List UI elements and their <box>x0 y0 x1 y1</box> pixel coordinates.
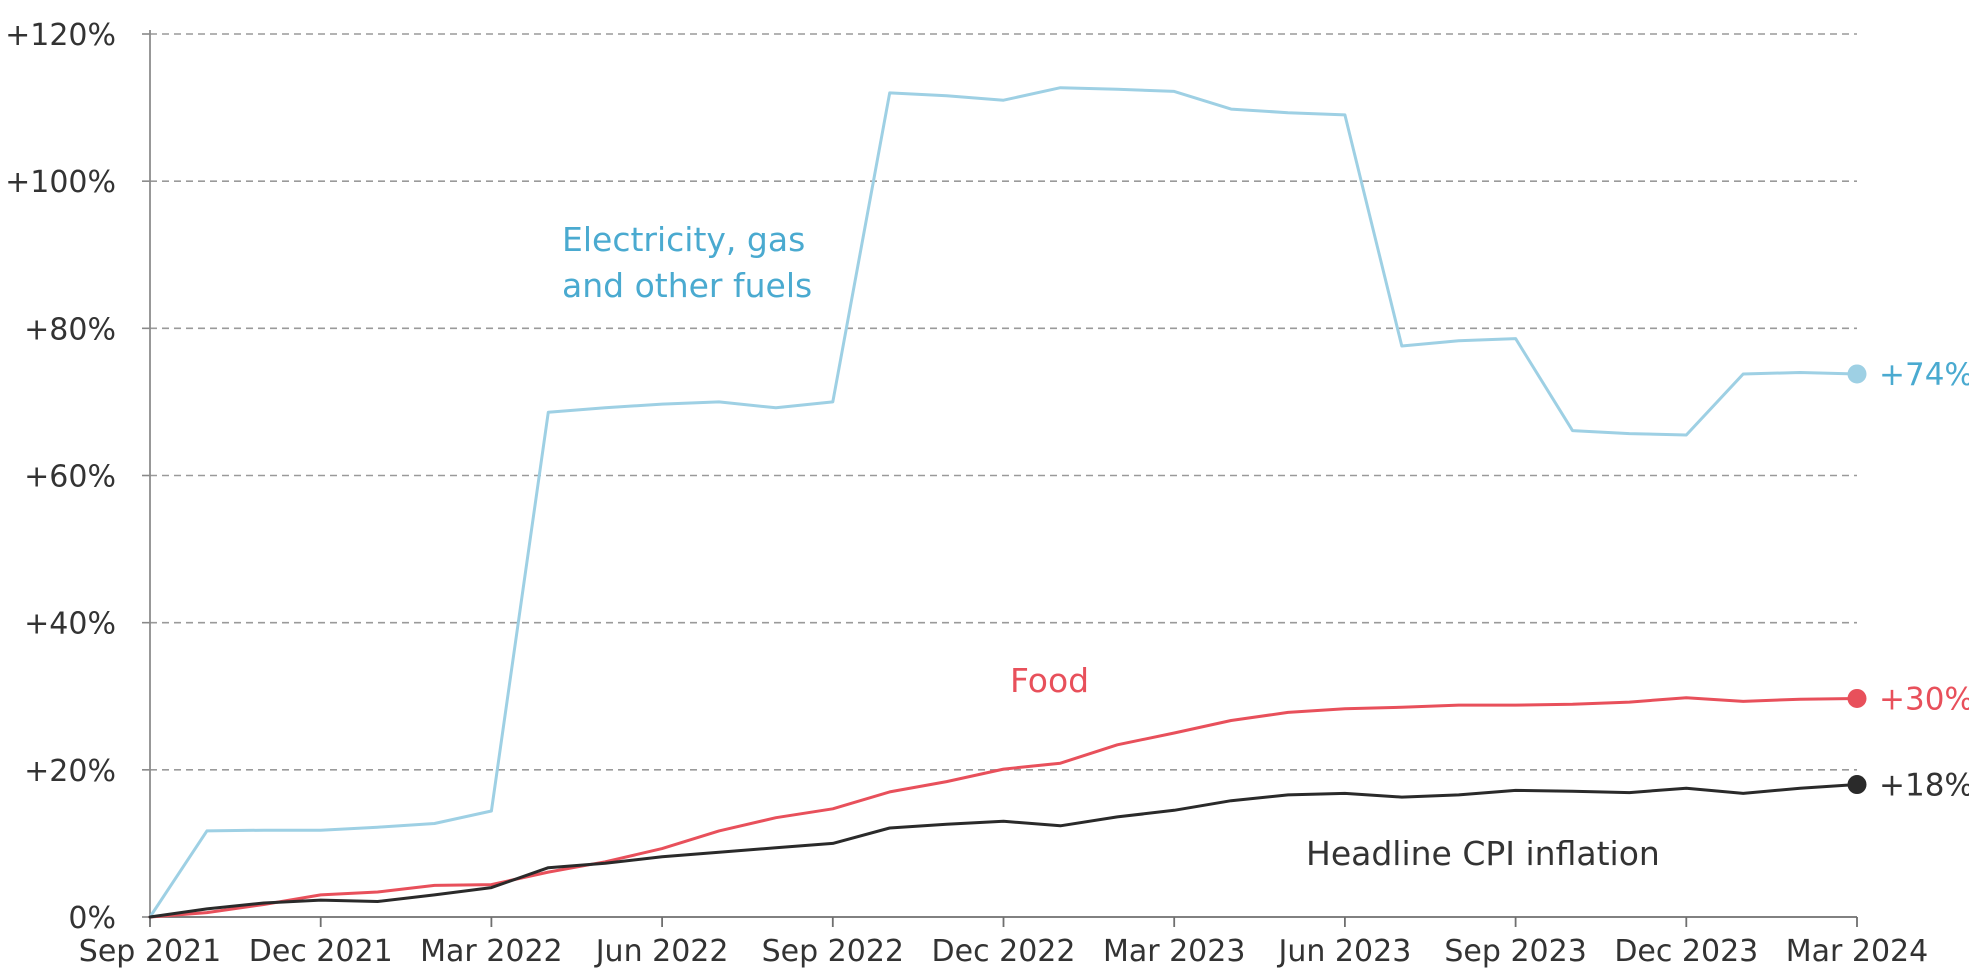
x-tick-label: Jun 2022 <box>594 934 729 969</box>
x-tick-label: Mar 2022 <box>420 934 563 969</box>
series-endpoint-electricity-gas-and-other-fuels <box>1847 364 1867 384</box>
series-label-electricity-gas-and-other-fuels: Electricity, gas <box>562 220 805 259</box>
x-tick-label: Mar 2023 <box>1103 934 1246 969</box>
y-tick-label: +60% <box>24 460 116 495</box>
x-tick-label: Sep 2021 <box>79 934 221 969</box>
series-line-headline-cpi-inflation <box>148 783 1859 919</box>
series-labels: Electricity, gas and other fuels Food Headl… <box>562 220 1660 873</box>
series-end-label-food: +30% <box>1879 681 1969 717</box>
axes <box>142 30 1858 927</box>
series-label-headline-cpi-inflation: Headline CPI inflation <box>1306 834 1660 873</box>
series-end-label-electricity-gas-and-other-fuels: +74% <box>1879 357 1969 393</box>
x-tick-label: Dec 2023 <box>1614 934 1758 969</box>
gridlines <box>150 33 1857 771</box>
y-tick-label: +100% <box>5 165 116 200</box>
x-tick-label: Mar 2024 <box>1786 934 1929 969</box>
y-tick-label: 0% <box>68 901 116 936</box>
y-tick-label: +40% <box>24 607 116 642</box>
x-axis-ticks: Sep 2021 Dec 2021 Mar 2022 Jun 2022 Sep 2022… <box>79 934 1928 969</box>
y-tick-label: +80% <box>24 312 116 347</box>
series-label-electricity-gas-and-other-fuels: and other fuels <box>562 266 812 305</box>
x-tick-label: Jun 2023 <box>1277 934 1412 969</box>
y-tick-label: +120% <box>5 18 116 53</box>
series-line-electricity-gas-and-other-fuels <box>148 86 1859 919</box>
x-tick-label: Sep 2023 <box>1444 934 1586 969</box>
series-lines <box>148 86 1859 919</box>
series-endpoints: +74% +30% +18% <box>1847 357 1969 804</box>
y-axis-ticks: 0% +20% +40% +60% +80% +100% +120% <box>5 18 116 936</box>
y-tick-label: +20% <box>24 754 116 789</box>
series-label-food: Food <box>1010 661 1089 700</box>
x-tick-label: Dec 2022 <box>932 934 1076 969</box>
series-line-food <box>148 696 1859 919</box>
x-tick-label: Sep 2022 <box>762 934 904 969</box>
x-tick-label: Dec 2021 <box>249 934 393 969</box>
series-endpoint-headline-cpi-inflation <box>1847 775 1867 795</box>
series-endpoint-food <box>1847 688 1867 708</box>
series-end-label-headline-cpi-inflation: +18% <box>1879 768 1969 804</box>
